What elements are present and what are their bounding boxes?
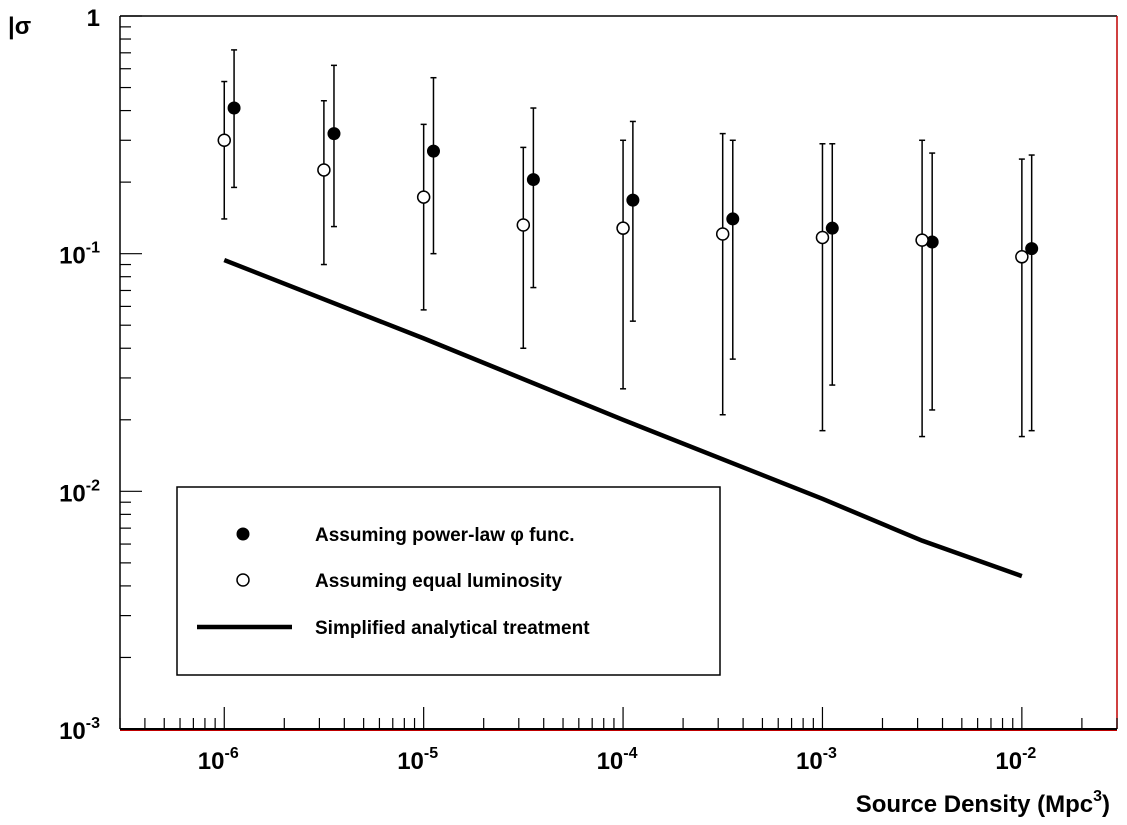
point-equal-luminosity (416, 190, 431, 204)
point-equal-luminosity (616, 221, 630, 235)
point-power-law (726, 212, 740, 226)
point-equal-luminosity (1015, 250, 1029, 264)
legend-label: Assuming power-law φ func. (315, 525, 575, 546)
y-axis-title: |σ (8, 13, 31, 40)
y-tick-label: 1 (87, 5, 100, 32)
x-tick-label: 10-5 (397, 745, 438, 775)
legend-box (176, 486, 721, 676)
point-equal-luminosity (915, 233, 929, 247)
x-tick-label: 10-6 (198, 745, 239, 775)
x-tick-label: 10-2 (995, 745, 1036, 775)
y-tick-label: 10-3 (59, 715, 100, 745)
point-power-law (526, 173, 540, 187)
legend: Assuming power-law φ func. Assuming equal… (176, 486, 721, 676)
point-equal-luminosity (516, 218, 531, 232)
x-tick-label: 10-3 (796, 745, 837, 775)
x-tick-label: 10-4 (597, 745, 638, 775)
analytical-line (223, 257, 1023, 579)
x-axis-title: Source Density (Mpc3) (856, 788, 1110, 818)
point-equal-luminosity (317, 163, 331, 177)
point-power-law (825, 221, 839, 235)
point-equal-luminosity (815, 230, 830, 245)
x-axis: 10-6 10-5 10-4 10-3 10-2 (119, 707, 1118, 775)
legend-filled-circle-icon (236, 527, 250, 541)
point-power-law (327, 127, 341, 141)
legend-open-circle-icon (236, 573, 250, 587)
y-tick-label: 10-2 (59, 477, 100, 507)
y-tick-label: 10-1 (59, 240, 100, 270)
plot-frame (119, 15, 1118, 731)
point-power-law (227, 101, 241, 115)
legend-label: Simplified analytical treatment (315, 618, 590, 639)
legend-label: Assuming equal luminosity (315, 571, 562, 592)
y-axis: 1 10-1 10-2 10-3 (59, 5, 142, 745)
point-equal-luminosity (715, 227, 730, 241)
point-power-law (1025, 242, 1039, 256)
point-power-law (626, 193, 640, 207)
plot-marks (217, 49, 1039, 579)
point-equal-luminosity (217, 133, 232, 148)
point-power-law (426, 144, 440, 158)
